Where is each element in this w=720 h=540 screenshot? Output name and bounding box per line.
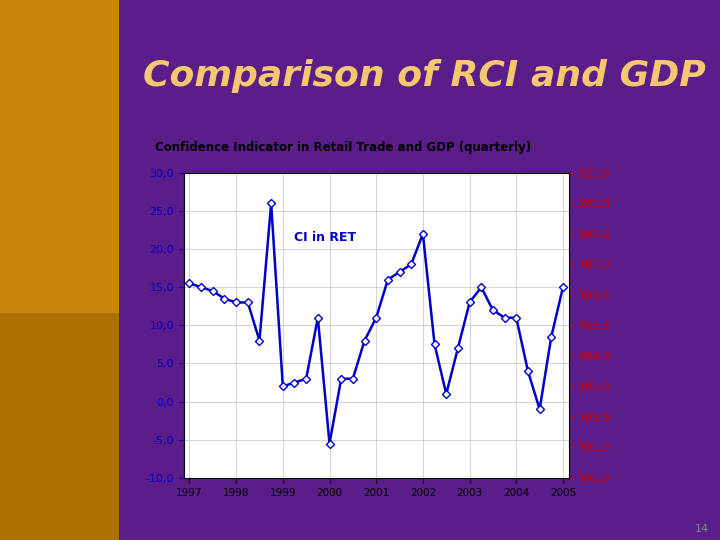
Text: GDP: GDP <box>441 370 470 383</box>
Text: Comparison of RCI and GDP: Comparison of RCI and GDP <box>143 59 706 92</box>
Text: Confidence Indicator in Retail Trade and GDP (quarterly): Confidence Indicator in Retail Trade and… <box>155 141 531 154</box>
Bar <box>0 0 119 313</box>
Bar <box>0 313 119 540</box>
Text: 14: 14 <box>695 523 709 534</box>
Text: CI in RET: CI in RET <box>294 232 356 245</box>
